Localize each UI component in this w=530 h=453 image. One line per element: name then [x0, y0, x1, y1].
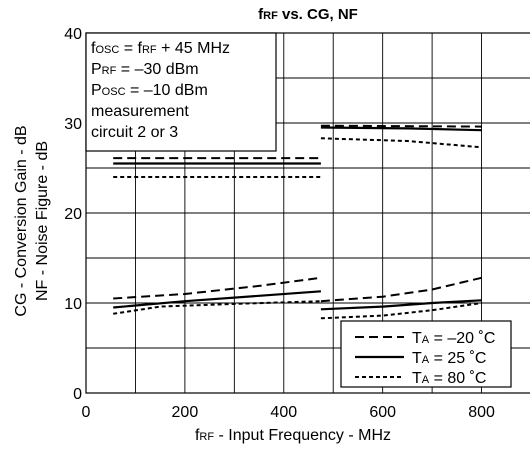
- legend-label: TA = 80 ˚C: [412, 370, 486, 387]
- series-line-solid-1: [320, 126, 482, 132]
- x-tick-label: 800: [468, 404, 495, 421]
- series-line-dotted-1: [320, 137, 482, 149]
- y-tick-label: 20: [64, 206, 82, 223]
- y-tick-label: 0: [73, 386, 82, 403]
- condition-line: circuit 2 or 3: [91, 124, 178, 141]
- series-line-dashed-3: [320, 276, 482, 303]
- condition-line: PRF = –30 dBm: [91, 61, 199, 78]
- legend: TA = –20 ˚C TA = 25 ˚C TA = 80 ˚C: [340, 320, 512, 388]
- y-axis-label-cg: CG - Conversion Gain - dB: [13, 125, 30, 316]
- x-tick-labels: 0 200 400 600 800: [82, 404, 495, 421]
- plot-frame: [85, 32, 530, 394]
- y-tick-label: 40: [64, 26, 82, 43]
- x-tick-label: 600: [369, 404, 396, 421]
- conditions-box-frame: [85, 32, 277, 152]
- y-tick-label: 10: [64, 296, 82, 313]
- x-tick-label: 0: [82, 404, 91, 421]
- legend-label: TA = –20 ˚C: [412, 330, 495, 347]
- series-line-dashed-2: [113, 276, 322, 300]
- series-line-dotted-2: [113, 300, 321, 315]
- series-line-dotted-3: [320, 302, 482, 320]
- y-tick-labels: 0 10 20 30 40: [64, 26, 82, 403]
- series-line-solid-2: [113, 290, 321, 309]
- conditions-box: fOSC = fRF + 45 MHz PRF = –30 dBm POSC = –…: [85, 32, 277, 152]
- condition-line: POSC = –10 dBm: [91, 82, 208, 99]
- series-layer: [113, 124, 482, 320]
- series-line-solid-3: [320, 299, 482, 311]
- condition-line: measurement: [91, 103, 189, 120]
- y-tick-label: 30: [64, 116, 82, 133]
- y-axis-label-nf: NF - Noise Figure - dB: [34, 141, 51, 301]
- x-axis-label: fRF - Input Frequency - MHz: [195, 427, 391, 444]
- condition-line: fOSC = fRF + 45 MHz: [91, 40, 230, 57]
- grid: [86, 33, 530, 393]
- series-line-dashed-1: [320, 124, 482, 128]
- x-tick-label: 200: [172, 404, 199, 421]
- chart-title: fRF vs. CG, NF: [258, 6, 358, 23]
- legend-label: TA = 25 ˚C: [412, 350, 486, 367]
- x-tick-label: 400: [270, 404, 297, 421]
